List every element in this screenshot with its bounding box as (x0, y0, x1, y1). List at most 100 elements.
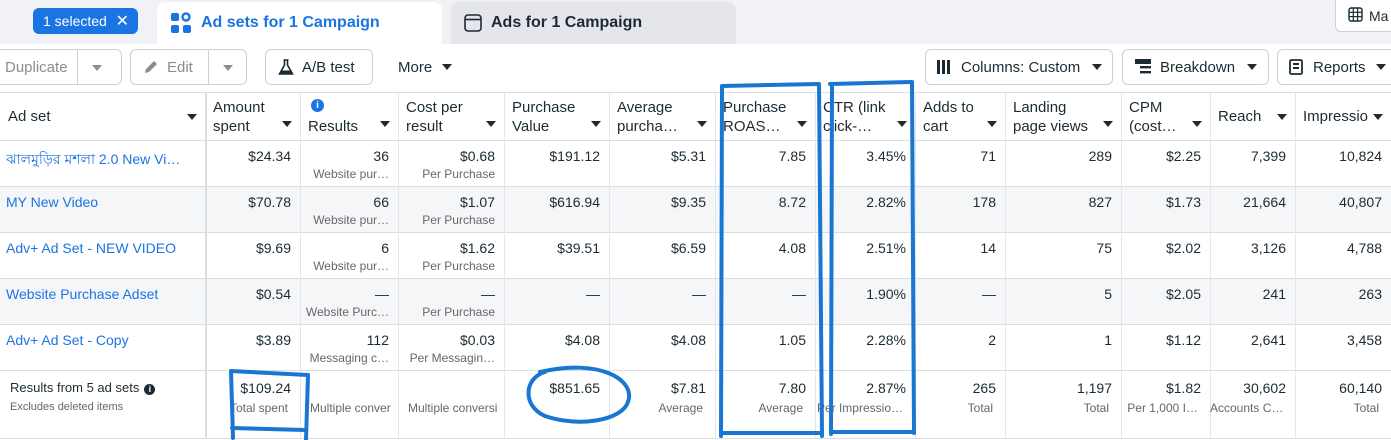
chevron-down-icon[interactable] (223, 65, 233, 71)
metric-cell[interactable]: 8.72 (715, 194, 806, 210)
column-header-line2: page views (1013, 118, 1089, 135)
ad-set-name-link[interactable]: ঝালমুড়ির মশলা 2.0 New Vi… (6, 151, 181, 167)
columns-button[interactable]: Columns: Custom (925, 49, 1113, 85)
metric-cell[interactable]: — (715, 286, 806, 302)
column-divider (398, 92, 399, 438)
ab-test-button[interactable]: A/B test (265, 49, 373, 85)
metric-cell[interactable]: $1.07 (398, 194, 495, 210)
metric-cell: 10,824 (1295, 148, 1382, 164)
tab-ads[interactable]: Ads for 1 Campaign (451, 2, 736, 44)
column-header[interactable]: Ad set (8, 98, 199, 138)
edit-button[interactable]: Edit (130, 49, 247, 85)
ad-set-name-link[interactable]: MY New Video (6, 194, 99, 210)
tab-ad-sets-label: Ad sets for 1 Campaign (201, 14, 380, 31)
metric-cell: $70.78 (205, 194, 291, 210)
metric-cell[interactable]: $191.12 (504, 148, 600, 164)
metric-cell[interactable]: — (300, 286, 389, 302)
duplicate-button[interactable]: Duplicate (0, 49, 122, 85)
metric-cell[interactable]: 14 (915, 240, 996, 256)
reports-icon (1289, 59, 1305, 75)
column-header[interactable]: Average purcha… (617, 98, 709, 138)
sort-chevron-icon[interactable] (987, 121, 997, 127)
metric-value: — (792, 286, 806, 302)
metric-cell[interactable]: $4.08 (504, 332, 600, 348)
metric-cell[interactable]: 66 (300, 194, 389, 210)
column-header[interactable]: Impressio (1303, 98, 1385, 138)
ad-set-name-link[interactable]: Adv+ Ad Set - NEW VIDEO (6, 240, 177, 256)
metric-cell[interactable]: $39.51 (504, 240, 600, 256)
metric-cell: $2.05 (1121, 286, 1201, 302)
metric-cell[interactable]: $0.03 (398, 332, 495, 348)
column-header[interactable]: Purchase Value (512, 98, 603, 138)
breakdown-button[interactable]: Breakdown (1122, 49, 1269, 85)
sort-chevron-icon[interactable] (897, 121, 907, 127)
metric-cell[interactable]: 178 (915, 194, 996, 210)
metric-value: 2.82% (866, 194, 906, 210)
metric-value: $0.03 (459, 332, 495, 348)
sort-chevron-icon[interactable] (282, 121, 292, 127)
column-header[interactable]: Purchase ROAS… (723, 98, 809, 138)
selection-chip[interactable]: 1 selected ✕ (33, 8, 138, 34)
metric-cell[interactable]: $6.59 (609, 240, 706, 256)
metric-cell[interactable]: $4.08 (609, 332, 706, 348)
sort-chevron-icon[interactable] (187, 114, 197, 120)
metric-cell[interactable]: 1 (1005, 332, 1112, 348)
metric-cell[interactable]: 112 (300, 332, 389, 348)
column-header[interactable]: CPM (cost… (1129, 98, 1204, 138)
ad-set-name-link[interactable]: Adv+ Ad Set - Copy (6, 332, 129, 348)
metric-cell[interactable]: 2 (915, 332, 996, 348)
metric-cell[interactable]: — (398, 286, 495, 302)
tab-ad-sets[interactable]: Ad sets for 1 Campaign (157, 2, 442, 44)
ad-set-name-link[interactable]: Website Purchase Adset (6, 286, 159, 302)
info-icon[interactable]: i (311, 99, 324, 112)
metric-cell[interactable]: $5.31 (609, 148, 706, 164)
sort-chevron-icon[interactable] (797, 121, 807, 127)
tab-more[interactable]: Ma (1335, 0, 1391, 32)
metric-cell[interactable]: $0.68 (398, 148, 495, 164)
metric-cell[interactable]: $616.94 (504, 194, 600, 210)
chevron-down-icon (1375, 64, 1386, 70)
metric-value: 241 (1262, 286, 1286, 302)
metric-cell[interactable]: 7.85 (715, 148, 806, 164)
column-header[interactable]: Landing page views (1013, 98, 1115, 138)
sort-chevron-icon[interactable] (1277, 114, 1287, 120)
metric-cell[interactable]: — (915, 286, 996, 302)
sort-chevron-icon[interactable] (591, 121, 601, 127)
sort-chevron-icon[interactable] (1373, 114, 1383, 120)
sort-chevron-icon[interactable] (380, 121, 390, 127)
metric-cell[interactable]: — (609, 286, 706, 302)
summary-value: $1.82 (1121, 380, 1201, 396)
metric-cell[interactable]: 1.05 (715, 332, 806, 348)
metric-cell[interactable]: 6 (300, 240, 389, 256)
column-header[interactable]: Amount spent (213, 98, 294, 138)
reports-label: Reports (1313, 58, 1366, 76)
close-icon[interactable]: ✕ (115, 13, 129, 30)
column-header[interactable]: i Results (308, 98, 392, 138)
metric-cell[interactable]: 4.08 (715, 240, 806, 256)
sort-chevron-icon[interactable] (697, 121, 707, 127)
metric-cell[interactable]: 827 (1005, 194, 1112, 210)
column-header-line1: Purchase (723, 99, 787, 116)
metric-cell[interactable]: 71 (915, 148, 996, 164)
sort-chevron-icon[interactable] (486, 121, 496, 127)
column-header[interactable]: CTR (link click-… (823, 98, 909, 138)
metric-value: — (375, 286, 389, 302)
column-header[interactable]: Cost per result (406, 98, 498, 138)
metric-subtext: Per Purchase (422, 213, 495, 227)
column-header[interactable]: Reach (1218, 98, 1289, 138)
metric-cell[interactable]: $9.35 (609, 194, 706, 210)
sort-chevron-icon[interactable] (1103, 121, 1113, 127)
metric-cell[interactable]: 75 (1005, 240, 1112, 256)
summary-subtext: Total (1083, 401, 1109, 415)
reports-button[interactable]: Reports (1277, 49, 1391, 85)
metric-cell[interactable]: 36 (300, 148, 389, 164)
metric-cell[interactable]: $1.62 (398, 240, 495, 256)
chevron-down-icon[interactable] (92, 65, 102, 71)
sort-chevron-icon[interactable] (1192, 121, 1202, 127)
metric-cell[interactable]: — (504, 286, 600, 302)
metric-cell[interactable]: 5 (1005, 286, 1112, 302)
metric-cell[interactable]: 289 (1005, 148, 1112, 164)
info-icon[interactable]: i (144, 384, 156, 395)
more-button[interactable]: More (398, 49, 453, 85)
column-header[interactable]: Adds to cart (923, 98, 999, 138)
